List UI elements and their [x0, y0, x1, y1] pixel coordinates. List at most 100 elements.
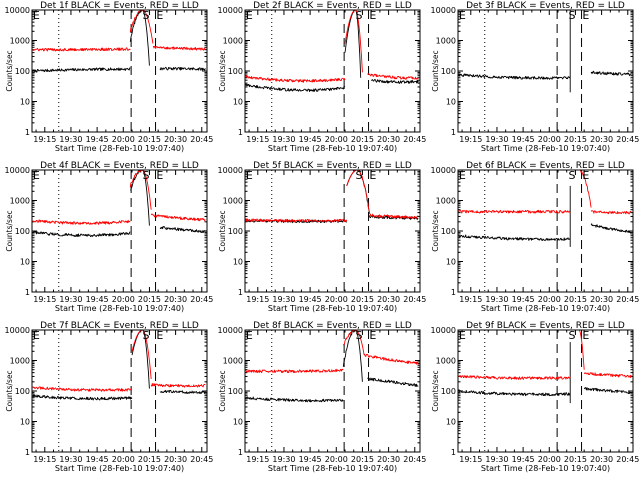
- plot-frame: [457, 9, 634, 133]
- lld-rate-trace: [245, 218, 348, 223]
- time-marker-label: E: [459, 9, 466, 22]
- y-tick-label: 10: [20, 98, 30, 107]
- x-tick-label: 20:00: [112, 295, 135, 304]
- x-tick-label: 19:15: [246, 295, 269, 304]
- y-tick-label: 1000: [223, 197, 243, 206]
- lld-rate-trace: [142, 170, 152, 210]
- time-marker-label: E: [33, 169, 40, 182]
- x-axis-label: Start Time (28-Feb-10 19:07:40): [481, 464, 610, 473]
- time-marker-label: E: [246, 9, 253, 22]
- x-tick-label: 20:30: [377, 135, 400, 144]
- time-marker-label: E: [156, 329, 163, 342]
- lld-rate-trace: [152, 45, 206, 51]
- x-tick-label: 20:15: [564, 455, 587, 464]
- x-axis-label: Start Time (28-Feb-10 19:07:40): [268, 464, 397, 473]
- y-tick-label: 10: [20, 258, 30, 267]
- x-tick-label: 20:45: [403, 135, 426, 144]
- x-axis-label: Start Time (28-Feb-10 19:07:40): [55, 464, 184, 473]
- plot-frame: [31, 329, 208, 453]
- lld-rate-trace: [129, 170, 143, 188]
- time-marker-label: E: [582, 329, 589, 342]
- x-tick-label: 20:45: [190, 135, 213, 144]
- event-rate-trace: [344, 10, 356, 53]
- lld-rate-trace: [458, 375, 571, 380]
- time-marker-label: E: [156, 9, 163, 22]
- y-tick-label: 100: [15, 227, 30, 236]
- x-tick-label: 19:15: [33, 455, 56, 464]
- x-tick-label: 20:00: [538, 295, 561, 304]
- lld-rate-trace: [344, 10, 356, 44]
- plot-frame: [244, 169, 421, 293]
- x-tick-label: 19:15: [459, 135, 482, 144]
- x-tick-label: 20:45: [403, 295, 426, 304]
- x-tick-label: 19:45: [86, 295, 109, 304]
- y-axis-label: Counts/sec: [5, 50, 14, 91]
- time-marker-label: S: [568, 329, 575, 342]
- time-marker-label: E: [459, 329, 466, 342]
- event-rate-trace: [129, 10, 143, 42]
- time-marker-label: E: [459, 169, 466, 182]
- y-tick-label: 10: [233, 258, 243, 267]
- x-tick-label: 20:15: [351, 295, 374, 304]
- y-axis-label: Counts/sec: [218, 370, 227, 411]
- event-rate-trace: [458, 73, 571, 80]
- panel-title: Det 8f BLACK = Events, RED = LLD: [253, 321, 412, 331]
- panel-title: Det 1f BLACK = Events, RED = LLD: [40, 1, 199, 11]
- time-marker-label: S: [355, 329, 362, 342]
- time-marker-label: S: [142, 329, 149, 342]
- x-tick-label: 20:30: [164, 295, 187, 304]
- detector-panel: Det 6f BLACK = Events, RED = LLD Counts/s…: [431, 161, 640, 313]
- x-tick-label: 20:45: [616, 135, 639, 144]
- y-tick-label: 1000: [10, 37, 30, 46]
- y-tick-label: 10000: [218, 166, 243, 175]
- x-axis-label: Start Time (28-Feb-10 19:07:40): [268, 304, 397, 313]
- y-tick-label: 10000: [5, 166, 30, 175]
- y-tick-label: 100: [441, 227, 456, 236]
- event-rate-trace: [583, 387, 632, 395]
- x-tick-label: 19:45: [512, 135, 535, 144]
- event-rate-trace: [245, 396, 344, 403]
- detector-panel: Det 3f BLACK = Events, RED = LLD Counts/s…: [431, 1, 640, 153]
- x-tick-label: 19:30: [485, 455, 508, 464]
- lld-rate-trace: [32, 386, 133, 392]
- time-marker-label: E: [582, 169, 589, 182]
- lld-rate-trace: [32, 219, 131, 225]
- event-rate-trace: [458, 389, 571, 397]
- lld-rate-trace: [129, 10, 143, 33]
- y-tick-label: 10000: [5, 326, 30, 335]
- detector-panel: Det 8f BLACK = Events, RED = LLD Counts/s…: [218, 321, 427, 473]
- x-tick-label: 19:30: [272, 455, 295, 464]
- x-tick-label: 19:30: [272, 135, 295, 144]
- y-tick-label: 10: [20, 418, 30, 427]
- lld-rate-trace: [142, 10, 154, 44]
- y-tick-label: 1000: [436, 37, 456, 46]
- y-tick-label: 10000: [5, 6, 30, 15]
- x-tick-label: 20:45: [403, 455, 426, 464]
- time-marker-label: E: [582, 9, 589, 22]
- event-rate-trace: [590, 70, 632, 77]
- x-tick-label: 20:30: [377, 295, 400, 304]
- lld-rate-trace: [356, 170, 370, 212]
- y-tick-label: 100: [15, 67, 30, 76]
- y-tick-label: 1: [238, 448, 243, 457]
- x-tick-label: 20:00: [325, 135, 348, 144]
- x-tick-label: 19:45: [299, 455, 322, 464]
- time-marker-label: S: [568, 169, 575, 182]
- x-tick-label: 20:30: [590, 455, 613, 464]
- y-tick-label: 10: [233, 418, 243, 427]
- panel-title: Det 9f BLACK = Events, RED = LLD: [466, 321, 625, 331]
- plot-frame: [457, 169, 634, 293]
- x-tick-label: 19:30: [272, 295, 295, 304]
- event-rate-trace: [355, 330, 363, 382]
- x-tick-label: 20:30: [590, 295, 613, 304]
- y-tick-label: 10: [446, 418, 456, 427]
- plot-frame: [244, 329, 421, 453]
- x-axis-label: Start Time (28-Feb-10 19:07:40): [55, 144, 184, 153]
- y-tick-label: 1: [238, 128, 243, 137]
- x-tick-label: 20:30: [377, 455, 400, 464]
- x-tick-label: 20:00: [538, 135, 561, 144]
- event-rate-trace: [142, 10, 150, 66]
- time-marker-label: E: [369, 9, 376, 22]
- x-tick-label: 19:15: [459, 455, 482, 464]
